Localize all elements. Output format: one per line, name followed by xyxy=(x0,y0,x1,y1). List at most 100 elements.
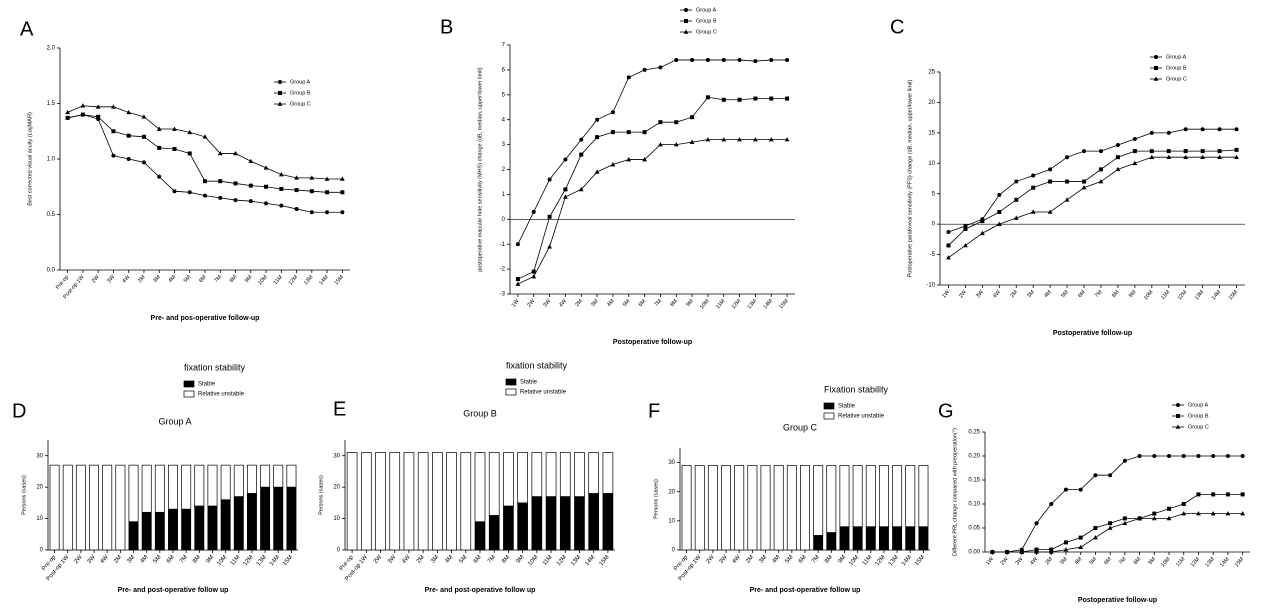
marker xyxy=(1166,130,1171,135)
series-line xyxy=(517,59,788,245)
legend-label: Group B xyxy=(1166,65,1187,71)
marker xyxy=(1063,547,1069,552)
y-tick-label: 0.05 xyxy=(968,526,980,532)
x-tick-label: 15M xyxy=(599,554,611,567)
y-tick-label: 10 xyxy=(36,516,43,522)
x-tick-label: 7M xyxy=(1118,556,1128,566)
marker xyxy=(1082,179,1087,184)
marker xyxy=(946,243,951,248)
x-tick-label: 13M xyxy=(570,554,582,567)
x-tick-label: 5M xyxy=(459,554,469,564)
legend-label: Relative unstable xyxy=(838,414,885,420)
bar-segment xyxy=(168,508,178,551)
bar-segment xyxy=(545,496,557,551)
x-tick-label: 15M xyxy=(334,274,346,286)
x-tick-label: 9M xyxy=(205,554,215,564)
marker xyxy=(1132,160,1138,166)
marker xyxy=(1081,185,1087,190)
bar-segment xyxy=(905,526,916,551)
legend-swatch xyxy=(183,390,195,398)
x-tick-label: 11M xyxy=(1160,289,1171,301)
bar-segment xyxy=(360,452,372,551)
x-tick-label: 7M xyxy=(811,554,821,564)
bar-segment xyxy=(826,532,837,551)
bar-segment xyxy=(878,465,889,528)
x-tick-label: 15M xyxy=(914,554,926,567)
x-tick-label: 4W xyxy=(992,289,1002,300)
series-line xyxy=(517,96,788,280)
bar-segment xyxy=(503,505,514,551)
marker xyxy=(1217,127,1222,132)
bar-segment xyxy=(905,465,916,528)
x-tick-label: 7M xyxy=(179,554,189,564)
legend-label: Group B xyxy=(1188,413,1209,419)
marker xyxy=(1149,149,1154,154)
x-tick-label: 10M xyxy=(257,274,269,286)
x-tick-label: 13M xyxy=(256,554,268,567)
marker xyxy=(294,188,299,193)
legend-swatch xyxy=(823,412,835,420)
marker xyxy=(278,80,282,84)
marker xyxy=(1034,521,1039,526)
marker xyxy=(1137,515,1142,521)
x-tick-label: 8M xyxy=(669,298,679,308)
x-tick-label: 3M xyxy=(1026,289,1036,299)
bar-segment xyxy=(260,464,271,488)
marker xyxy=(1115,155,1120,160)
marker xyxy=(1225,492,1230,497)
bar-segment xyxy=(588,452,600,494)
marker xyxy=(1078,487,1083,492)
bar-segment xyxy=(574,452,585,497)
x-axis-label: Postoperative follow-up xyxy=(1078,597,1157,604)
x-tick-label: 12M xyxy=(243,554,255,567)
x-tick-label: 7M xyxy=(213,274,223,284)
bar-segment xyxy=(233,464,244,497)
marker xyxy=(141,134,146,139)
marker xyxy=(1154,66,1158,70)
x-tick-label: 11M xyxy=(273,274,284,286)
x-tick-label: 12M xyxy=(556,554,568,567)
marker xyxy=(705,57,710,62)
x-tick-label: 2M xyxy=(137,274,147,284)
y-tick-label: 0.00 xyxy=(968,550,980,556)
marker xyxy=(1225,454,1230,458)
marker xyxy=(1065,179,1070,184)
x-tick-label: 5M xyxy=(153,554,163,564)
marker xyxy=(1196,454,1201,458)
marker xyxy=(1175,424,1181,429)
y-tick-label: 0.15 xyxy=(968,478,980,484)
marker xyxy=(294,206,299,211)
x-tick-label: 8M xyxy=(192,554,202,564)
y-tick-label: 0.10 xyxy=(968,502,980,508)
marker xyxy=(1078,544,1084,549)
marker xyxy=(279,203,284,208)
x-tick-label: 9M xyxy=(244,274,254,284)
y-tick-label: -1 xyxy=(500,242,506,248)
bar-segment xyxy=(220,499,231,551)
y-tick-label: 25 xyxy=(928,70,935,76)
y-tick-label: 15 xyxy=(928,130,935,136)
y-tick-label: 10 xyxy=(668,518,675,524)
x-tick-label: 15M xyxy=(1228,289,1240,301)
y-tick-label: 0 xyxy=(932,222,936,228)
bar-segment xyxy=(694,465,705,551)
x-tick-label: 9M xyxy=(1147,556,1157,566)
marker xyxy=(1031,185,1036,190)
marker xyxy=(111,104,116,109)
marker xyxy=(1166,154,1172,159)
x-tick-label: 2M xyxy=(1044,556,1054,566)
marker xyxy=(547,177,552,182)
marker xyxy=(1019,549,1025,554)
y-tick-label: 20 xyxy=(36,485,43,491)
y-tick-label: 0.25 xyxy=(968,430,980,436)
marker xyxy=(753,137,758,142)
bar-segment xyxy=(545,452,557,497)
marker xyxy=(658,120,663,125)
marker xyxy=(203,193,207,198)
x-tick-label: 5M xyxy=(1089,556,1099,566)
bar-segment xyxy=(574,496,585,551)
marker xyxy=(1200,127,1205,132)
panel-letter: A xyxy=(20,18,34,40)
marker xyxy=(187,151,192,156)
marker xyxy=(1093,535,1098,540)
